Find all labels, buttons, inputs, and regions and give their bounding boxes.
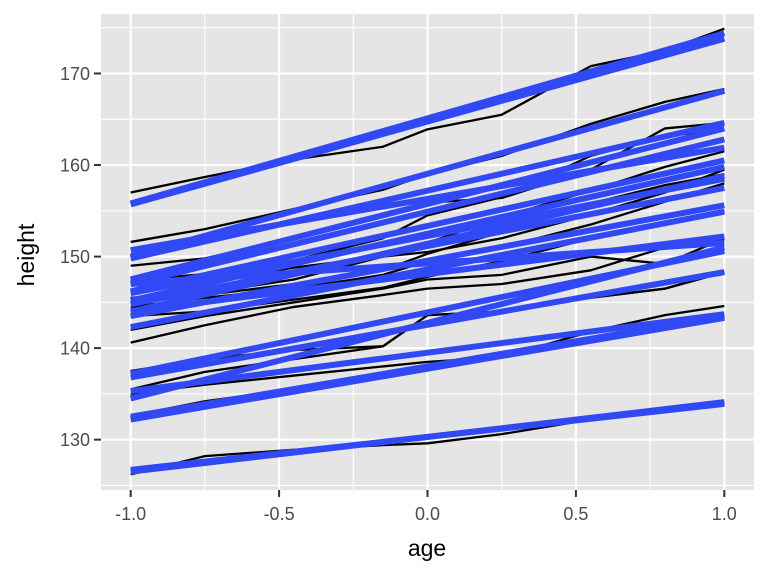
fitted-line (130, 314, 725, 423)
y-axis-title: height (13, 223, 39, 286)
x-tick-label: 0.5 (563, 504, 588, 524)
x-tick-label: 0.0 (415, 504, 440, 524)
fitted-line (129, 88, 726, 260)
fitted-line (130, 233, 725, 315)
y-tick-label: 150 (60, 247, 90, 267)
y-tick-label: 140 (60, 339, 90, 359)
observed-line (130, 238, 725, 344)
fitted-line (129, 30, 726, 207)
x-axis-title: age (408, 535, 446, 561)
y-tick-label: 170 (60, 64, 90, 84)
observed-line (130, 173, 725, 304)
fitted-line (130, 400, 725, 473)
y-tick-label: 160 (60, 156, 90, 176)
x-tick-label: 1.0 (712, 504, 737, 524)
fitted-lines (129, 30, 726, 475)
observed-line (130, 237, 725, 331)
y-tick-label: 130 (60, 430, 90, 450)
fitted-line (130, 157, 725, 295)
fitted-line (130, 311, 725, 395)
x-tick-label: -1.0 (115, 504, 146, 524)
fitted-line (130, 208, 725, 331)
fitted-line (130, 269, 725, 381)
fitted-line (129, 125, 726, 283)
fitted-line (130, 120, 725, 262)
fitted-line (130, 173, 725, 315)
x-tick-label: -0.5 (264, 504, 295, 524)
observed-line (130, 304, 725, 396)
fitted-line (129, 136, 726, 287)
axis-ticks: -1.0 -0.5 0.0 0.5 1.0 130 140 150 160 170 (60, 64, 737, 524)
